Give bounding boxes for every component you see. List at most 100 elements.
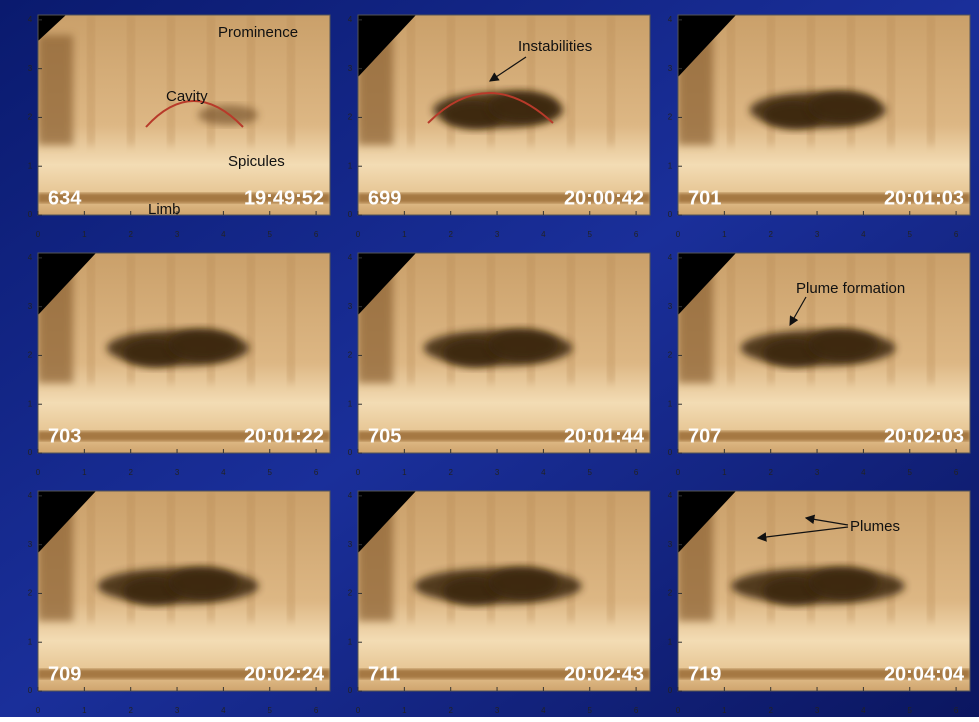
x-tick-label: 0: [676, 706, 681, 715]
figure: 01234560123463419:49:52ProminenceCavityS…: [0, 0, 979, 717]
prominence-legs: [38, 35, 73, 145]
y-tick-label: 1: [668, 399, 673, 408]
y-tick-label: 2: [28, 589, 33, 598]
y-tick-label: 4: [28, 15, 33, 24]
x-tick-label: 1: [82, 230, 87, 239]
streak: [208, 15, 214, 145]
x-tick-label: 6: [314, 230, 319, 239]
streak: [928, 15, 934, 145]
x-tick-label: 6: [634, 468, 639, 477]
y-tick-label: 2: [668, 351, 673, 360]
panel: 01234560123470920:02:24: [28, 491, 330, 715]
streak: [448, 491, 454, 621]
streak: [168, 15, 174, 145]
x-tick-label: 6: [634, 706, 639, 715]
x-tick-label: 5: [908, 230, 913, 239]
y-tick-label: 3: [348, 64, 353, 73]
y-tick-label: 2: [668, 589, 673, 598]
x-tick-label: 0: [36, 706, 41, 715]
frame-number: 634: [48, 187, 82, 209]
x-tick-label: 2: [448, 468, 453, 477]
frame-number: 701: [688, 187, 721, 209]
x-tick-label: 1: [82, 706, 87, 715]
y-tick-label: 4: [668, 253, 673, 262]
frame-number: 709: [48, 663, 81, 685]
streak: [128, 15, 134, 145]
y-tick-label: 0: [668, 686, 673, 695]
x-tick-label: 3: [495, 706, 500, 715]
streak: [88, 491, 94, 621]
frame-number: 703: [48, 425, 81, 447]
x-tick-label: 4: [541, 706, 546, 715]
sun-surface: [38, 15, 330, 215]
x-tick-label: 3: [495, 230, 500, 239]
y-tick-label: 2: [348, 589, 353, 598]
streak: [88, 15, 94, 145]
image: [358, 15, 650, 215]
panel: 01234560123471120:02:43: [348, 491, 650, 715]
y-tick-label: 3: [668, 302, 673, 311]
frame-number: 705: [368, 425, 401, 447]
y-tick-label: 3: [668, 540, 673, 549]
streak: [568, 253, 574, 383]
y-tick-label: 4: [668, 15, 673, 24]
y-tick-label: 0: [348, 686, 353, 695]
y-tick-label: 2: [668, 113, 673, 122]
x-tick-label: 6: [954, 230, 959, 239]
x-tick-label: 2: [768, 706, 773, 715]
x-tick-label: 4: [861, 706, 866, 715]
x-tick-label: 6: [954, 468, 959, 477]
y-tick-label: 4: [668, 491, 673, 500]
x-tick-label: 0: [36, 230, 41, 239]
x-tick-label: 1: [722, 230, 727, 239]
streak: [288, 491, 294, 621]
prominence-bubble: [808, 91, 878, 123]
prominence-bubble: [488, 329, 558, 361]
streak: [888, 491, 894, 621]
y-tick-label: 4: [348, 15, 353, 24]
prominence-bubble: [488, 567, 558, 599]
streak: [408, 15, 414, 145]
x-tick-label: 4: [541, 230, 546, 239]
x-tick-label: 2: [128, 230, 133, 239]
streak: [608, 253, 614, 383]
x-tick-label: 2: [128, 706, 133, 715]
x-tick-label: 3: [815, 468, 820, 477]
x-tick-label: 5: [268, 706, 273, 715]
panel: 01234560123470320:01:22: [28, 253, 330, 477]
streak: [568, 15, 574, 145]
x-tick-label: 2: [448, 706, 453, 715]
y-tick-label: 1: [28, 399, 33, 408]
x-tick-label: 6: [634, 230, 639, 239]
prominence-bubble: [168, 329, 238, 361]
frame-number: 707: [688, 425, 721, 447]
image: [38, 15, 330, 215]
streak: [608, 15, 614, 145]
x-tick-label: 3: [815, 230, 820, 239]
image: [38, 491, 330, 691]
x-tick-label: 5: [588, 468, 593, 477]
x-tick-label: 1: [722, 706, 727, 715]
streak: [248, 253, 254, 383]
y-tick-label: 0: [28, 448, 33, 457]
y-tick-label: 2: [28, 351, 33, 360]
streak: [128, 253, 134, 383]
streak: [608, 491, 614, 621]
x-tick-label: 5: [588, 706, 593, 715]
panel: 01234560123469920:00:42Instabilities: [348, 15, 650, 239]
streak: [928, 491, 934, 621]
y-tick-label: 3: [348, 302, 353, 311]
streak: [768, 253, 774, 383]
y-tick-label: 0: [668, 448, 673, 457]
x-tick-label: 4: [221, 706, 226, 715]
y-tick-label: 4: [28, 253, 33, 262]
y-tick-label: 0: [668, 210, 673, 219]
y-tick-label: 0: [348, 448, 353, 457]
y-tick-label: 3: [28, 540, 33, 549]
streak: [568, 491, 574, 621]
x-tick-label: 4: [221, 230, 226, 239]
timestamp: 20:02:03: [884, 425, 964, 447]
y-tick-label: 1: [348, 637, 353, 646]
